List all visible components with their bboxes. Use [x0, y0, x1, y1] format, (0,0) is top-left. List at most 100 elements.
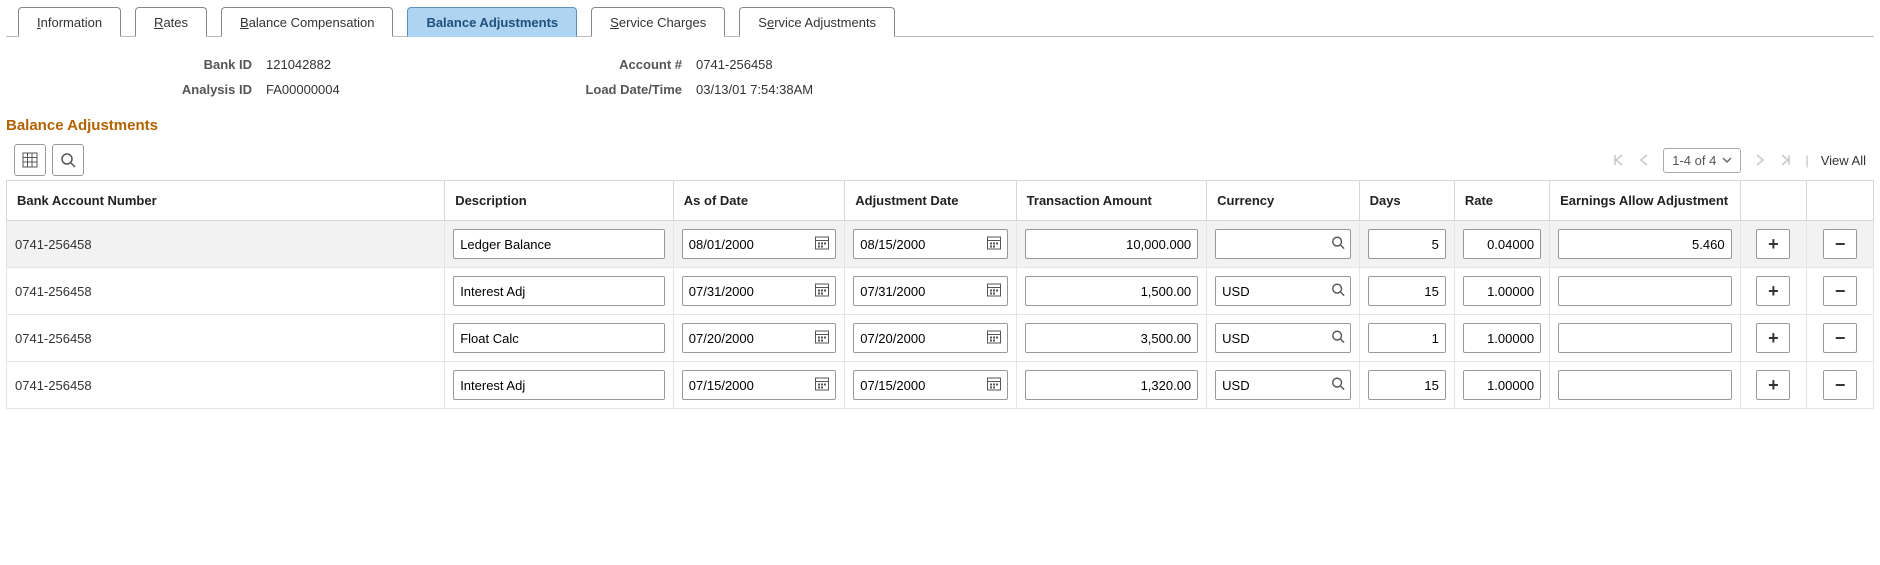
section-title: Balance Adjustments: [6, 113, 1874, 140]
range-text: 1-4 of 4: [1672, 153, 1716, 168]
tab-service-charges[interactable]: Service Charges: [591, 7, 725, 37]
table-row: 0741-256458 + −: [7, 315, 1874, 362]
rate-input[interactable]: [1463, 370, 1541, 400]
grid-settings-button[interactable]: [14, 144, 46, 176]
days-input[interactable]: [1368, 229, 1446, 259]
earnings-allow-input[interactable]: [1558, 276, 1732, 306]
days-input[interactable]: [1368, 370, 1446, 400]
as-of-date-input[interactable]: [682, 229, 836, 259]
range-selector[interactable]: 1-4 of 4: [1663, 148, 1741, 173]
add-row-button[interactable]: +: [1756, 370, 1790, 400]
rate-input[interactable]: [1463, 229, 1541, 259]
tab-bar: Information Rates Balance Compensation B…: [6, 6, 1874, 37]
search-icon: [60, 152, 76, 168]
tab-label: ates: [163, 15, 188, 30]
transaction-amount-input[interactable]: [1025, 276, 1199, 306]
tab-rates[interactable]: Rates: [135, 7, 207, 37]
account-value: 0741-256458: [696, 57, 996, 72]
cell-bank-account: 0741-256458: [7, 268, 445, 315]
days-input[interactable]: [1368, 323, 1446, 353]
calendar-icon[interactable]: [986, 376, 1002, 395]
account-label: Account #: [466, 57, 696, 72]
nav-next-icon[interactable]: [1753, 154, 1767, 166]
col-bank-account[interactable]: Bank Account Number: [7, 181, 445, 221]
table-row: 0741-256458+−: [7, 362, 1874, 409]
analysis-id-label: Analysis ID: [16, 82, 266, 97]
rate-input[interactable]: [1463, 276, 1541, 306]
tab-label: rvice Adjustments: [774, 15, 876, 30]
transaction-amount-input[interactable]: [1025, 229, 1199, 259]
view-all-link[interactable]: View All: [1821, 153, 1866, 168]
grid-search-button[interactable]: [52, 144, 84, 176]
transaction-amount-input[interactable]: [1025, 370, 1199, 400]
col-currency[interactable]: Currency: [1207, 181, 1359, 221]
tab-label: nformation: [41, 15, 102, 30]
bank-id-label: Bank ID: [16, 57, 266, 72]
days-input[interactable]: [1368, 276, 1446, 306]
col-add: [1740, 181, 1807, 221]
add-row-button[interactable]: +: [1756, 229, 1790, 259]
grid-header-row: Bank Account Number Description As of Da…: [7, 181, 1874, 221]
as-of-date-input[interactable]: [682, 323, 836, 353]
description-input[interactable]: [453, 323, 665, 353]
col-adjustment-date[interactable]: Adjustment Date: [845, 181, 1016, 221]
tab-balance-adjustments[interactable]: Balance Adjustments: [407, 7, 577, 37]
lookup-icon[interactable]: [1331, 283, 1345, 300]
rate-input[interactable]: [1463, 323, 1541, 353]
adjustment-date-input[interactable]: [853, 229, 1007, 259]
as-of-date-input[interactable]: [682, 276, 836, 306]
load-date-value: 03/13/01 7:54:38AM: [696, 82, 996, 97]
nav-prev-icon[interactable]: [1637, 154, 1651, 166]
delete-row-button[interactable]: −: [1823, 276, 1857, 306]
nav-first-icon[interactable]: [1611, 154, 1625, 166]
lookup-icon[interactable]: [1331, 377, 1345, 394]
earnings-allow-input[interactable]: [1558, 229, 1732, 259]
table-row: 0741-256458 + −: [7, 221, 1874, 268]
lookup-icon[interactable]: [1331, 236, 1345, 253]
adjustment-date-input[interactable]: [853, 276, 1007, 306]
calendar-icon[interactable]: [814, 376, 830, 395]
tab-pre: S: [758, 15, 767, 30]
delete-row-button[interactable]: −: [1823, 323, 1857, 353]
bank-id-value: 121042882: [266, 57, 466, 72]
toolbar-divider: |: [1805, 153, 1808, 168]
calendar-icon[interactable]: [814, 329, 830, 348]
nav-last-icon[interactable]: [1779, 154, 1793, 166]
calendar-icon[interactable]: [814, 235, 830, 254]
delete-row-button[interactable]: −: [1823, 229, 1857, 259]
calendar-icon[interactable]: [986, 329, 1002, 348]
cell-bank-account: 0741-256458: [7, 315, 445, 362]
grid-icon: [22, 152, 38, 168]
calendar-icon[interactable]: [986, 235, 1002, 254]
description-input[interactable]: [453, 229, 665, 259]
add-row-button[interactable]: +: [1756, 276, 1790, 306]
description-input[interactable]: [453, 370, 665, 400]
description-input[interactable]: [453, 276, 665, 306]
col-earnings-allow[interactable]: Earnings Allow Adjustment: [1550, 181, 1741, 221]
col-days[interactable]: Days: [1359, 181, 1454, 221]
tab-balance-compensation[interactable]: Balance Compensation: [221, 7, 393, 37]
col-rate[interactable]: Rate: [1454, 181, 1549, 221]
tab-information[interactable]: Information: [18, 7, 121, 37]
adjustment-date-input[interactable]: [853, 370, 1007, 400]
col-delete: [1807, 181, 1874, 221]
calendar-icon[interactable]: [986, 282, 1002, 301]
col-as-of-date[interactable]: As of Date: [673, 181, 844, 221]
add-row-button[interactable]: +: [1756, 323, 1790, 353]
delete-row-button[interactable]: −: [1823, 370, 1857, 400]
calendar-icon[interactable]: [814, 282, 830, 301]
table-row: 0741-256458 + −: [7, 268, 1874, 315]
col-description[interactable]: Description: [445, 181, 674, 221]
load-date-label: Load Date/Time: [466, 82, 696, 97]
lookup-icon[interactable]: [1331, 330, 1345, 347]
balance-adjustments-grid: Bank Account Number Description As of Da…: [6, 180, 1874, 409]
cell-bank-account: 0741-256458: [7, 221, 445, 268]
as-of-date-input[interactable]: [682, 370, 836, 400]
adjustment-date-input[interactable]: [853, 323, 1007, 353]
transaction-amount-input[interactable]: [1025, 323, 1199, 353]
earnings-allow-input[interactable]: [1558, 370, 1732, 400]
tab-service-adjustments[interactable]: Service Adjustments: [739, 7, 895, 37]
tab-label: Balance Adjustments: [426, 15, 558, 30]
col-transaction-amount[interactable]: Transaction Amount: [1016, 181, 1207, 221]
earnings-allow-input[interactable]: [1558, 323, 1732, 353]
